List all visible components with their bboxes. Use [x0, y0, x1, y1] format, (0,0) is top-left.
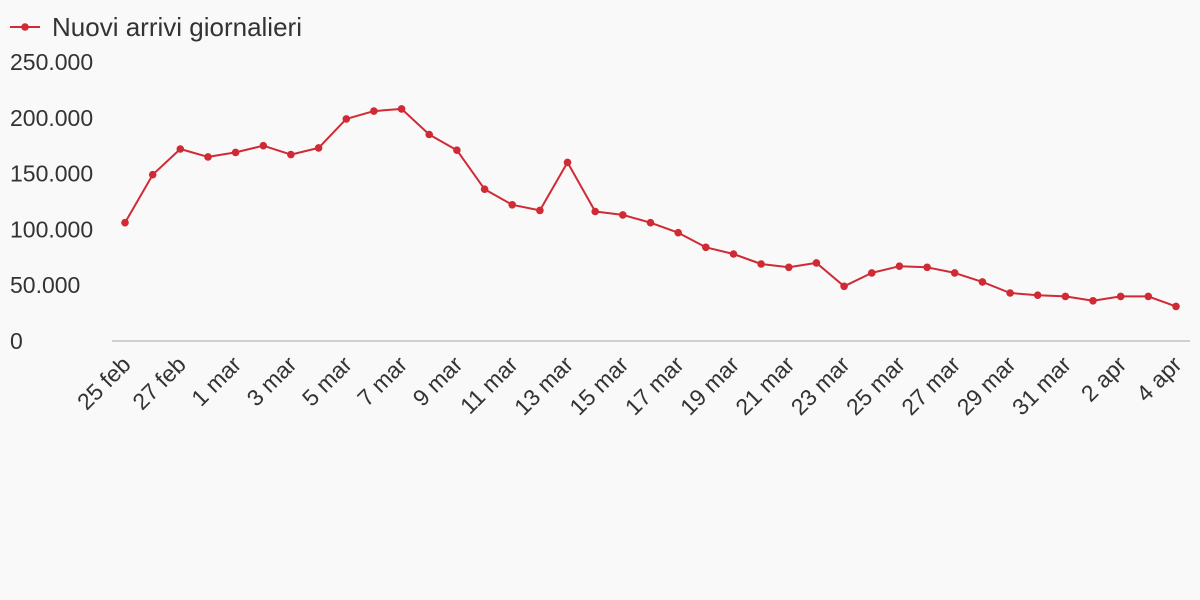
- data-point: [1061, 292, 1070, 301]
- data-point: [1144, 292, 1153, 301]
- x-tick-label: 11 mar: [455, 351, 523, 419]
- series-line: [124, 107, 1177, 308]
- data-point: [978, 278, 987, 286]
- series-line-group: [121, 105, 1180, 311]
- data-point: [1172, 302, 1180, 311]
- data-point: [397, 105, 406, 113]
- data-point: [176, 145, 185, 153]
- data-point: [702, 243, 710, 252]
- data-point: [923, 263, 931, 272]
- x-tick-label: 2 apr: [1076, 351, 1132, 407]
- x-tick-label: 3 mar: [241, 351, 301, 411]
- data-point: [508, 201, 516, 209]
- data-point: [646, 218, 655, 227]
- x-tick-label: 27 mar: [896, 351, 965, 420]
- data-point: [950, 269, 959, 277]
- x-tick-label: 4 apr: [1131, 351, 1187, 407]
- x-tick-label: 31 mar: [1007, 351, 1076, 420]
- data-point: [563, 158, 572, 167]
- data-point: [619, 211, 627, 219]
- data-point: [674, 228, 682, 237]
- x-tick-label: 29 mar: [952, 351, 1021, 420]
- data-point: [1006, 289, 1014, 297]
- data-point: [785, 263, 793, 272]
- chart-legend: Nuovi arrivi giornalieri: [10, 12, 302, 42]
- x-tick-label: 27 feb: [127, 351, 191, 415]
- data-point: [259, 141, 268, 150]
- x-tick-label: 1 mar: [186, 351, 246, 411]
- data-point: [840, 282, 848, 291]
- data-point: [287, 150, 295, 159]
- data-point: [591, 207, 599, 216]
- data-point: [453, 146, 461, 154]
- data-point: [1116, 292, 1125, 301]
- data-point: [895, 262, 904, 271]
- data-point: [370, 107, 378, 115]
- data-point: [812, 259, 821, 267]
- x-tick-label: 5 mar: [297, 351, 357, 411]
- data-point: [536, 206, 544, 215]
- x-tick-label: 17 mar: [620, 351, 689, 420]
- data-point: [425, 130, 434, 139]
- x-tick-label: 13 mar: [509, 351, 578, 420]
- y-tick-label: 250.000: [10, 49, 93, 75]
- y-axis-tick-labels: 0 50.000 100.000 150.000 200.000 250.000: [10, 49, 93, 354]
- legend-label: Nuovi arrivi giornalieri: [52, 12, 302, 42]
- series-markers: [121, 105, 1180, 311]
- y-tick-label: 100.000: [10, 216, 93, 242]
- y-tick-label: 0: [10, 328, 23, 354]
- y-tick-label: 150.000: [10, 161, 93, 187]
- data-point: [121, 218, 129, 227]
- x-tick-label: 7 mar: [352, 351, 412, 411]
- x-tick-label: 25 feb: [72, 351, 136, 415]
- data-point: [148, 170, 157, 179]
- data-point: [729, 250, 738, 258]
- x-tick-label: 25 mar: [841, 351, 910, 420]
- x-tick-label: 21 mar: [730, 351, 799, 420]
- data-point: [204, 153, 212, 161]
- data-point: [480, 185, 489, 193]
- data-point: [757, 260, 765, 268]
- data-point: [231, 148, 240, 157]
- data-point: [1033, 291, 1042, 300]
- data-point: [314, 144, 323, 152]
- data-point: [868, 269, 876, 277]
- x-tick-label: 19 mar: [675, 351, 744, 420]
- x-tick-label: 15 mar: [564, 351, 633, 420]
- y-tick-label: 50.000: [10, 272, 80, 298]
- data-point: [342, 115, 351, 123]
- data-point: [1089, 297, 1097, 305]
- legend-marker-swatch: [21, 23, 29, 31]
- y-tick-label: 200.000: [10, 105, 93, 131]
- x-tick-label: 23 mar: [786, 351, 855, 420]
